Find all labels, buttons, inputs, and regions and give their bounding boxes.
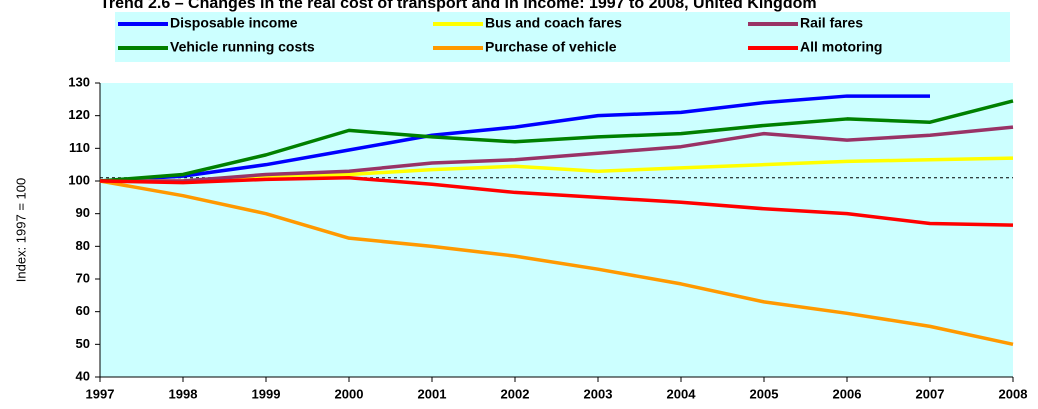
y-tick-label: 100 [68,172,90,187]
y-tick-label: 80 [76,238,90,253]
x-tick-label: 1997 [86,386,115,401]
series-line [99,94,930,183]
y-axis-label: Index: 1997 = 100 [13,178,28,282]
x-tick-label: 1998 [169,386,198,401]
x-tick-label: 2003 [584,386,613,401]
x-tick-label: 2008 [999,386,1028,401]
x-tick-label: 2001 [418,386,447,401]
chart-title: Trend 2.6 – Changes in the real cost of … [100,0,817,12]
series-line [99,179,1014,347]
legend-label: Rail fares [800,15,863,31]
y-tick-label: 40 [76,368,90,383]
y-tick-label: 90 [76,205,90,220]
x-tick-label: 2000 [335,386,364,401]
legend-label: Bus and coach fares [485,15,622,31]
x-tick-label: 2006 [833,386,862,401]
y-tick-label: 60 [76,303,90,318]
x-tick-label: 2002 [501,386,530,401]
series-line [99,175,1014,227]
legend-label: All motoring [800,39,882,55]
legend-label: Purchase of vehicle [485,39,617,55]
x-tick-label: 2004 [667,386,697,401]
plot-area [100,83,1013,377]
legend-box [115,12,1010,62]
legend-label: Disposable income [170,15,298,31]
x-tick-label: 2005 [750,386,779,401]
series-line [99,99,1014,183]
y-tick-label: 70 [76,270,90,285]
x-tick-label: 1999 [252,386,281,401]
x-tick-label: 2007 [916,386,945,401]
legend-label: Vehicle running costs [170,39,315,55]
y-tick-label: 50 [76,336,90,351]
y-tick-label: 130 [68,74,90,89]
y-tick-label: 110 [69,140,90,155]
series-line [100,125,1014,183]
y-tick-label: 120 [68,107,90,122]
